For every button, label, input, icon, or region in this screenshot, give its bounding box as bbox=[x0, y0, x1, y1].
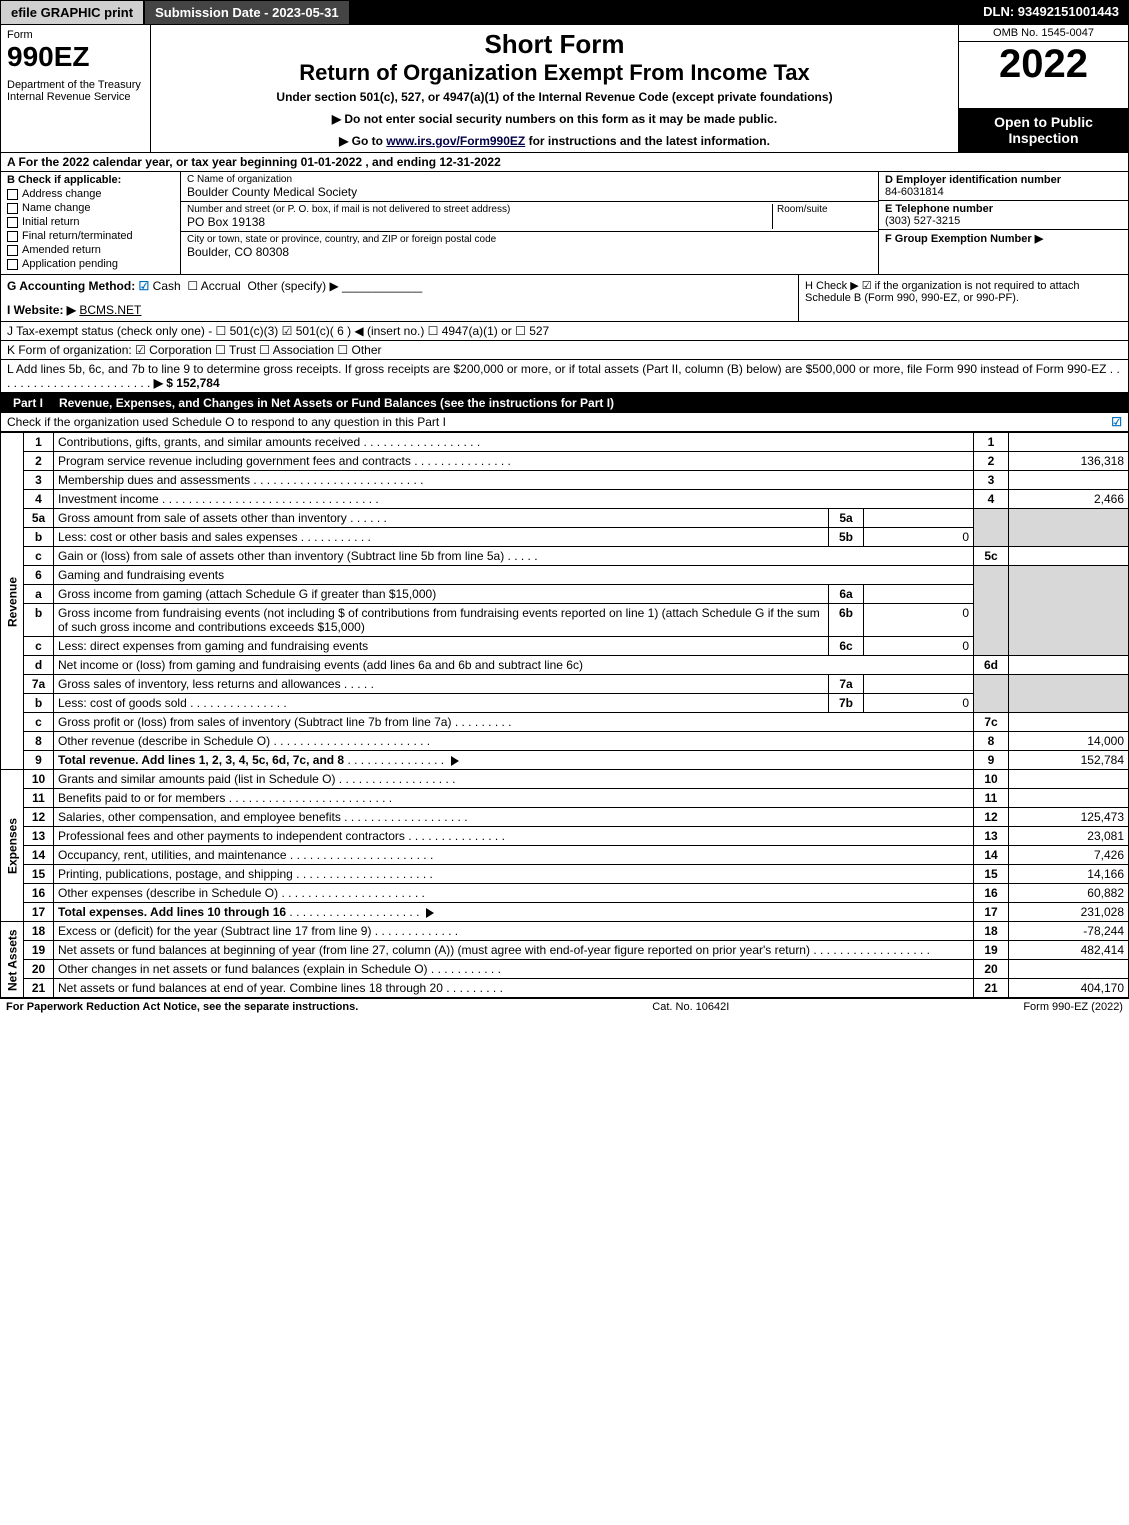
line4-value: 2,466 bbox=[1009, 490, 1129, 509]
telephone: (303) 527-3215 bbox=[885, 215, 960, 227]
check-amended-return[interactable]: Amended return bbox=[7, 244, 174, 256]
section-a: A For the 2022 calendar year, or tax yea… bbox=[0, 153, 1129, 172]
address: PO Box 19138 bbox=[187, 215, 265, 229]
lines-table: Revenue 1Contributions, gifts, grants, a… bbox=[0, 432, 1129, 998]
check-name-change[interactable]: Name change bbox=[7, 202, 174, 214]
city: Boulder, CO 80308 bbox=[187, 245, 289, 259]
check-application-pending[interactable]: Application pending bbox=[7, 258, 174, 270]
section-bcde: B Check if applicable: Address change Na… bbox=[0, 172, 1129, 275]
group-exemption-label: F Group Exemption Number ▶ bbox=[885, 233, 1043, 245]
omb-number: OMB No. 1545-0047 bbox=[959, 25, 1128, 42]
line21-value: 404,170 bbox=[1009, 979, 1129, 998]
section-j: J Tax-exempt status (check only one) - ☐… bbox=[0, 322, 1129, 341]
section-c: C Name of organization Boulder County Me… bbox=[181, 172, 878, 274]
efile-print-button[interactable]: efile GRAPHIC print bbox=[0, 0, 144, 25]
ein: 84-6031814 bbox=[885, 186, 944, 198]
line17-value: 231,028 bbox=[1009, 903, 1129, 922]
line13-value: 23,081 bbox=[1009, 827, 1129, 846]
note-goto: ▶ Go to www.irs.gov/Form990EZ for instru… bbox=[159, 134, 950, 148]
footer: For Paperwork Reduction Act Notice, see … bbox=[0, 998, 1129, 1015]
part1-header: Part I Revenue, Expenses, and Changes in… bbox=[0, 393, 1129, 413]
irs-link[interactable]: www.irs.gov/Form990EZ bbox=[386, 134, 525, 148]
line8-value: 14,000 bbox=[1009, 732, 1129, 751]
cash-check-icon: ☑ bbox=[139, 279, 150, 293]
section-h: H Check ▶ ☑ if the organization is not r… bbox=[798, 275, 1128, 321]
website-value[interactable]: BCMS.NET bbox=[79, 303, 141, 317]
section-b: B Check if applicable: Address change Na… bbox=[1, 172, 181, 274]
line12-value: 125,473 bbox=[1009, 808, 1129, 827]
cat-no: Cat. No. 10642I bbox=[652, 1001, 729, 1013]
line2-value: 136,318 bbox=[1009, 452, 1129, 471]
org-name: Boulder County Medical Society bbox=[187, 185, 357, 199]
tel-label: E Telephone number bbox=[885, 203, 993, 215]
revenue-label: Revenue bbox=[1, 433, 24, 770]
part1-title: Revenue, Expenses, and Changes in Net As… bbox=[59, 396, 614, 410]
room-label: Room/suite bbox=[777, 204, 872, 215]
under-section: Under section 501(c), 527, or 4947(a)(1)… bbox=[159, 90, 950, 104]
part1-check: Check if the organization used Schedule … bbox=[0, 413, 1129, 432]
section-gh: G Accounting Method: ☑ Cash ☐ Accrual Ot… bbox=[0, 275, 1129, 322]
netassets-label: Net Assets bbox=[1, 922, 24, 998]
ein-label: D Employer identification number bbox=[885, 174, 1061, 186]
section-l: L Add lines 5b, 6c, and 7b to line 9 to … bbox=[0, 360, 1129, 393]
arrow-right-icon bbox=[451, 756, 459, 766]
section-b-label: B Check if applicable: bbox=[7, 174, 121, 186]
line15-value: 14,166 bbox=[1009, 865, 1129, 884]
return-title: Return of Organization Exempt From Incom… bbox=[159, 60, 950, 86]
note-ssn: ▶ Do not enter social security numbers o… bbox=[159, 112, 950, 126]
form-number: 990EZ bbox=[7, 41, 144, 73]
line18-value: -78,244 bbox=[1009, 922, 1129, 941]
accounting-label: G Accounting Method: bbox=[7, 279, 135, 293]
top-bar: efile GRAPHIC print Submission Date - 20… bbox=[0, 0, 1129, 25]
line14-value: 7,426 bbox=[1009, 846, 1129, 865]
form-label: Form bbox=[7, 29, 144, 41]
line9-value: 152,784 bbox=[1009, 751, 1129, 770]
check-initial-return[interactable]: Initial return bbox=[7, 216, 174, 228]
expenses-label: Expenses bbox=[1, 770, 24, 922]
website-label: I Website: ▶ bbox=[7, 303, 76, 317]
address-label: Number and street (or P. O. box, if mail… bbox=[187, 204, 772, 215]
org-name-label: C Name of organization bbox=[187, 174, 872, 185]
city-label: City or town, state or province, country… bbox=[187, 234, 872, 245]
line16-value: 60,882 bbox=[1009, 884, 1129, 903]
form-ref: Form 990-EZ (2022) bbox=[1023, 1001, 1123, 1013]
check-final-return[interactable]: Final return/terminated bbox=[7, 230, 174, 242]
dln: DLN: 93492151001443 bbox=[973, 0, 1129, 25]
section-k: K Form of organization: ☑ Corporation ☐ … bbox=[0, 341, 1129, 360]
check-address-change[interactable]: Address change bbox=[7, 188, 174, 200]
paperwork-notice: For Paperwork Reduction Act Notice, see … bbox=[6, 1001, 358, 1013]
part1-label: Part I bbox=[7, 396, 49, 410]
gross-receipts: ▶ $ 152,784 bbox=[154, 376, 220, 390]
line19-value: 482,414 bbox=[1009, 941, 1129, 960]
tax-year: 2022 bbox=[959, 42, 1128, 108]
submission-date: Submission Date - 2023-05-31 bbox=[144, 0, 350, 25]
department: Department of the Treasury Internal Reve… bbox=[7, 79, 144, 103]
arrow-right-icon bbox=[426, 908, 434, 918]
open-to-public: Open to Public Inspection bbox=[959, 108, 1128, 152]
schedule-o-check-icon: ☑ bbox=[1111, 415, 1122, 429]
section-def: D Employer identification number 84-6031… bbox=[878, 172, 1128, 274]
short-form-title: Short Form bbox=[159, 29, 950, 60]
form-header: Form 990EZ Department of the Treasury In… bbox=[0, 25, 1129, 153]
